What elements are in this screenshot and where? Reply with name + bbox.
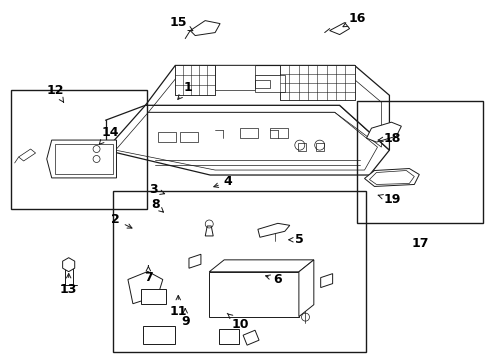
Text: 1: 1	[178, 81, 192, 99]
Text: 6: 6	[265, 273, 282, 286]
Polygon shape	[158, 132, 176, 142]
Polygon shape	[19, 149, 36, 161]
Polygon shape	[142, 326, 174, 344]
Polygon shape	[364, 168, 418, 186]
Polygon shape	[190, 21, 220, 36]
Polygon shape	[188, 254, 201, 268]
Polygon shape	[209, 272, 298, 317]
Polygon shape	[180, 132, 198, 142]
Polygon shape	[254, 75, 285, 92]
Polygon shape	[47, 140, 116, 178]
Text: 3: 3	[149, 184, 164, 197]
Polygon shape	[366, 122, 401, 142]
Polygon shape	[215, 66, 254, 90]
Text: 4: 4	[213, 175, 232, 189]
Text: 8: 8	[151, 198, 163, 212]
Text: 13: 13	[60, 274, 77, 296]
Polygon shape	[128, 271, 163, 304]
Polygon shape	[205, 226, 213, 236]
Text: 12: 12	[47, 84, 64, 102]
Text: 11: 11	[169, 296, 186, 318]
Text: 10: 10	[227, 313, 248, 331]
Text: 14: 14	[99, 126, 119, 144]
Text: 5: 5	[288, 233, 304, 246]
Polygon shape	[141, 289, 165, 304]
Polygon shape	[175, 66, 215, 95]
Polygon shape	[145, 66, 388, 150]
Text: 2: 2	[111, 213, 132, 228]
Text: 9: 9	[181, 309, 189, 328]
Polygon shape	[209, 260, 313, 272]
Polygon shape	[298, 260, 313, 317]
Polygon shape	[279, 66, 354, 100]
Polygon shape	[320, 274, 332, 288]
Polygon shape	[257, 223, 289, 237]
Text: 7: 7	[143, 266, 152, 284]
Text: 16: 16	[342, 12, 366, 27]
Text: 18: 18	[377, 132, 400, 145]
Polygon shape	[243, 330, 259, 345]
Text: 19: 19	[377, 193, 400, 206]
Text: 15: 15	[169, 16, 192, 31]
Text: 17: 17	[410, 237, 428, 250]
Polygon shape	[62, 258, 75, 272]
Polygon shape	[329, 23, 349, 35]
Polygon shape	[240, 128, 258, 138]
Polygon shape	[64, 265, 73, 285]
Polygon shape	[269, 128, 287, 138]
Polygon shape	[219, 329, 239, 344]
Polygon shape	[105, 105, 388, 175]
